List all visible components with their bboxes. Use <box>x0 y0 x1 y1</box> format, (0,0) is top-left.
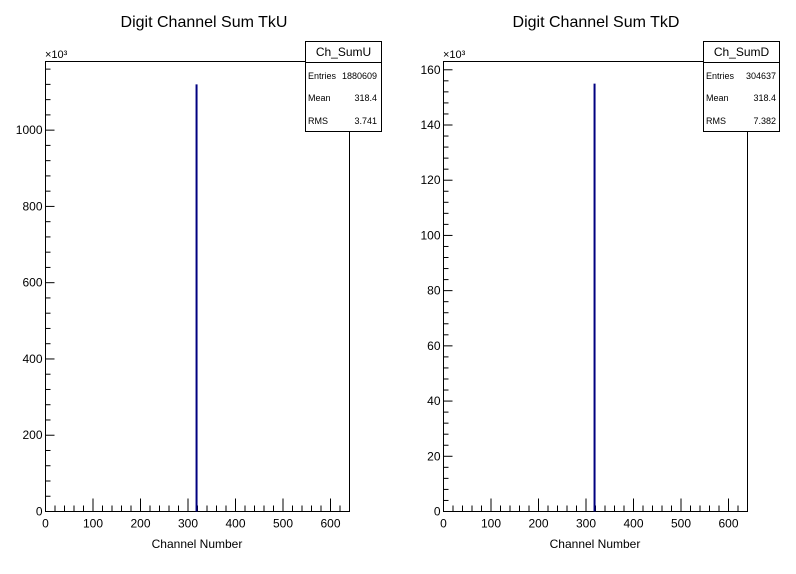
x-tick-label: 400 <box>225 517 245 531</box>
x-axis-label: Channel Number <box>152 537 243 551</box>
histogram-panel-tkd: Digit Channel Sum TkD ×10³ 0 100 200 300 400… <box>420 14 780 551</box>
y-tick-label: 1000 <box>16 123 43 137</box>
x-tick-label: 600 <box>320 517 340 531</box>
stats-box: Ch_SumD Entries 304637 Mean 318.4 RMS 7.… <box>703 41 780 132</box>
chart-title: Digit Channel Sum TkU <box>121 14 288 31</box>
y-tick-label: 120 <box>420 173 440 187</box>
chart-title: Digit Channel Sum TkD <box>513 14 680 31</box>
stats-mean-label: Mean <box>308 93 331 103</box>
x-tick-label: 300 <box>576 517 596 531</box>
y-tick-label: 0 <box>36 505 43 519</box>
x-tick-label: 0 <box>42 517 49 531</box>
y-tick-label: 100 <box>420 228 440 242</box>
y-tick-label: 600 <box>22 276 42 290</box>
x-tick-label: 100 <box>83 517 103 531</box>
stats-rms-label: RMS <box>706 116 726 126</box>
stats-box: Ch_SumU Entries 1880609 Mean 318.4 RMS 3… <box>305 41 382 132</box>
y-tick-label: 20 <box>427 449 441 463</box>
stats-rms-value: 7.382 <box>753 116 776 126</box>
stats-title: Ch_SumU <box>316 45 371 59</box>
ticks-group: 0 100 200 300 400 500 600 0 200 400 600 800 1000 <box>16 68 341 531</box>
y-tick-label: 0 <box>434 505 441 519</box>
axis-multiplier: ×10³ <box>443 49 466 61</box>
x-tick-label: 100 <box>481 517 501 531</box>
stats-entries-value: 1880609 <box>342 71 377 81</box>
x-tick-label: 600 <box>718 517 738 531</box>
x-tick-label: 500 <box>671 517 691 531</box>
y-tick-label: 140 <box>420 118 440 132</box>
y-tick-label: 40 <box>427 394 441 408</box>
x-tick-label: 500 <box>273 517 293 531</box>
stats-mean-value: 318.4 <box>354 93 377 103</box>
stats-entries-label: Entries <box>706 71 735 81</box>
stats-entries-value: 304637 <box>746 71 776 81</box>
x-tick-label: 400 <box>623 517 643 531</box>
y-tick-label: 60 <box>427 339 441 353</box>
x-tick-label: 300 <box>178 517 198 531</box>
y-tick-label: 400 <box>22 352 42 366</box>
x-axis-label: Channel Number <box>550 537 641 551</box>
axis-multiplier: ×10³ <box>45 49 68 61</box>
stats-rms-label: RMS <box>308 116 328 126</box>
ticks-group: 0 100 200 300 400 500 600 0 20 40 60 80 100 120 140 160 <box>420 63 738 531</box>
stats-title: Ch_SumD <box>714 45 770 59</box>
x-tick-label: 200 <box>130 517 150 531</box>
x-tick-label: 0 <box>440 517 447 531</box>
y-tick-label: 800 <box>22 199 42 213</box>
stats-mean-label: Mean <box>706 93 729 103</box>
y-tick-label: 200 <box>22 428 42 442</box>
histogram-panel-tku: Digit Channel Sum TkU ×10³ 0 100 200 300 400… <box>16 14 382 551</box>
stats-entries-label: Entries <box>308 71 337 81</box>
stats-mean-value: 318.4 <box>753 93 776 103</box>
x-tick-label: 200 <box>528 517 548 531</box>
y-tick-label: 80 <box>427 284 441 298</box>
stats-rms-value: 3.741 <box>354 116 377 126</box>
y-tick-label: 160 <box>420 63 440 77</box>
